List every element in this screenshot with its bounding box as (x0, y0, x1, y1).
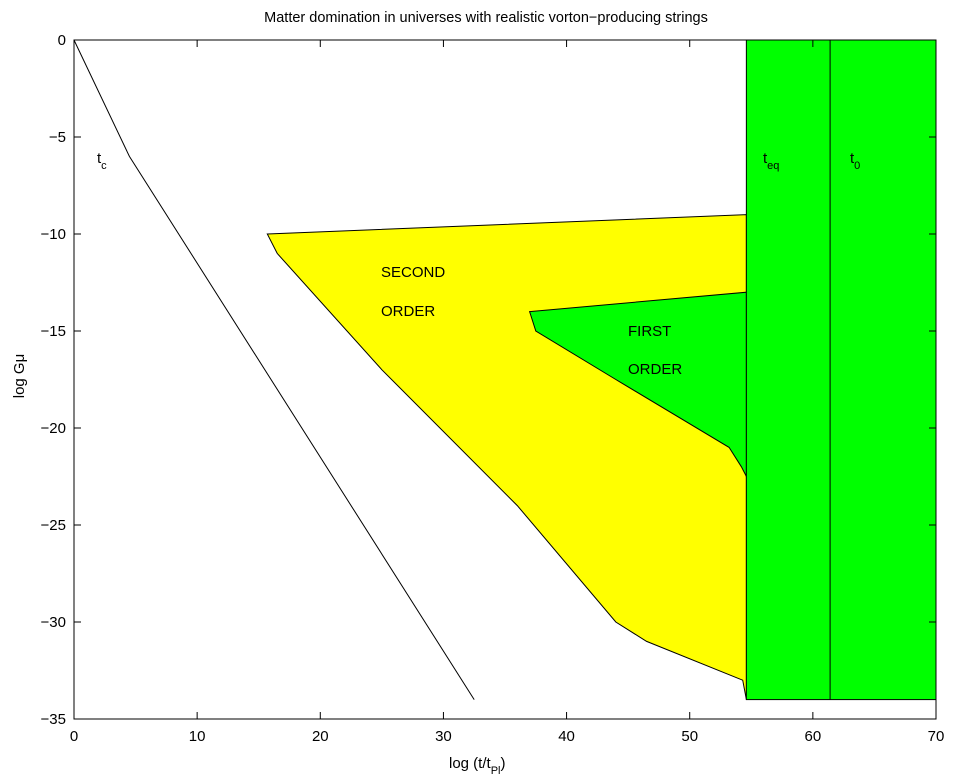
x-tick-label: 70 (928, 728, 945, 745)
axes: 0 10 20 30 40 50 60 70 0 −5 −10 −15 −20 −25 −30 −35 (41, 32, 945, 745)
x-tick-label: 0 (70, 728, 78, 745)
y-tick-label: −20 (41, 420, 66, 437)
plot-area (73, 39, 937, 719)
y-tick-label: −30 (41, 614, 66, 631)
teq-label-sub: eq (767, 160, 779, 172)
y-tick-label: −25 (41, 517, 66, 534)
chart-title: Matter domination in universes with real… (264, 10, 708, 26)
x-tick-label: 40 (558, 728, 575, 745)
x-tick-label: 10 (189, 728, 206, 745)
t0-label-sub: 0 (854, 160, 860, 172)
region-label-first-line2: ORDER (628, 361, 682, 378)
x-axis-label-main: log (t/t (449, 755, 492, 772)
x-axis-label-close: ) (500, 755, 505, 772)
region-label-first-line1: FIRST (628, 323, 671, 340)
t0-label: t0 (850, 150, 860, 172)
x-tick-label: 20 (312, 728, 329, 745)
x-axis-label: log (t/tPl) (449, 755, 505, 777)
region-label-second-line1: SECOND (381, 264, 445, 281)
y-tick-label: −10 (41, 226, 66, 243)
x-tick-label: 30 (435, 728, 452, 745)
x-axis-label-sub: Pl (491, 765, 501, 777)
teq-label: teq (763, 150, 779, 172)
teq-label-main: t (763, 150, 768, 167)
axes-frame (73, 39, 937, 720)
tc-line (73, 39, 475, 700)
y-tick-label: −5 (49, 129, 66, 146)
x-tick-label: 60 (805, 728, 822, 745)
y-tick-label: 0 (58, 32, 66, 49)
region-label-second-line2: ORDER (381, 303, 435, 320)
x-tick-label: 50 (681, 728, 698, 745)
late-time-region (745, 39, 937, 701)
y-tick-label: −35 (41, 711, 66, 728)
tc-label: tc (97, 150, 107, 172)
y-axis-label: log Gμ (11, 354, 28, 399)
y-tick-label: −15 (41, 323, 66, 340)
tc-label-main: t (97, 150, 102, 167)
tc-label-sub: c (101, 160, 107, 172)
t0-label-main: t (850, 150, 855, 167)
